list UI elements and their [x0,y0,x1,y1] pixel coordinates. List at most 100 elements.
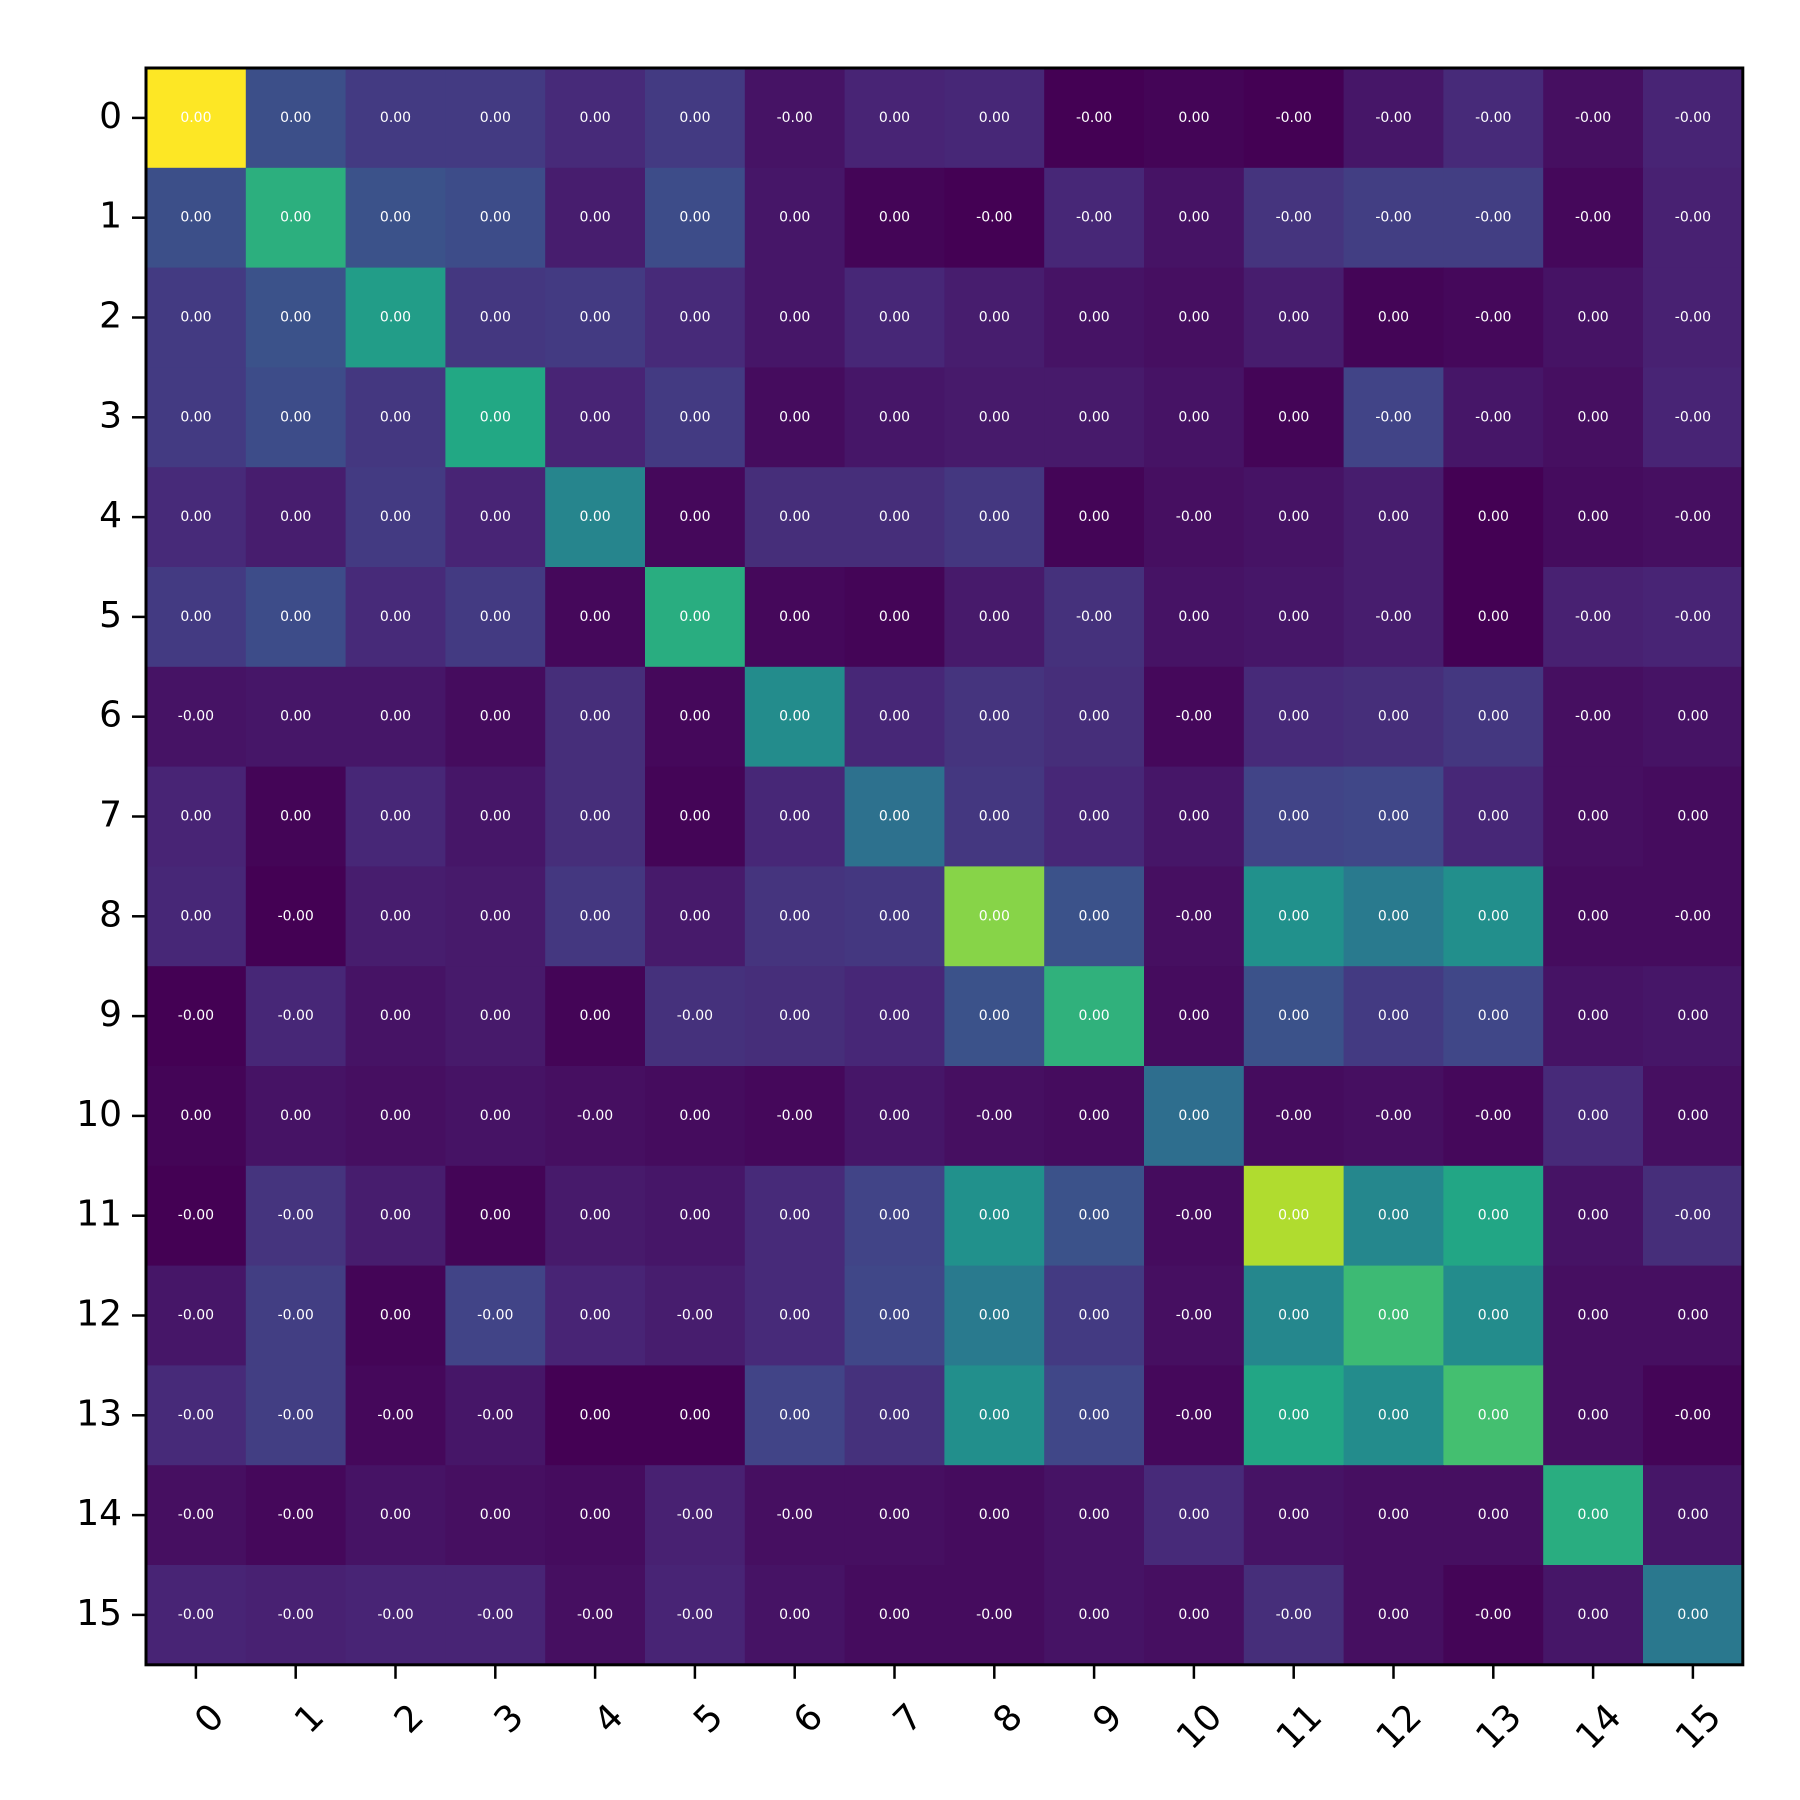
cell-value-label: 0.00 [580,609,611,625]
cell-value-label: 0.00 [779,409,810,425]
heatmap-cell-13-2 [345,1365,446,1466]
cell-value-label: -0.00 [1276,1108,1312,1124]
cell-value-label: 0.00 [1478,1407,1509,1423]
cell-value-label: 0.00 [180,310,211,326]
heatmap-cell-6-12 [1343,666,1444,768]
x-tick-label: 1 [287,1696,332,1741]
heatmap-cell-11-4 [545,1165,646,1267]
heatmap-cell-12-5 [645,1265,746,1366]
cell-value-label: 0.00 [580,908,611,924]
heatmap-cell-10-1 [245,1066,347,1167]
heatmap-cell-4-4 [545,467,646,568]
heatmap-cell-14-10 [1144,1465,1245,1566]
heatmap-cell-1-0 [146,167,247,269]
heatmap-cell-4-3 [445,467,546,568]
cell-value-label: 0.00 [380,210,411,226]
cell-value-label: 0.00 [1278,1407,1309,1423]
heatmap-cell-10-7 [844,1066,945,1167]
cell-value-label: -0.00 [1375,609,1411,625]
heatmap-cell-0-5 [645,68,746,169]
cell-value-label: -0.00 [677,1308,713,1324]
cell-value-label: 0.00 [1478,509,1509,525]
heatmap-cell-2-6 [744,267,846,368]
x-tick-label: 5 [686,1696,731,1741]
heatmap-cell-11-8 [944,1165,1045,1267]
cell-value-label: -0.00 [1176,509,1212,525]
cell-value-label: 0.00 [480,210,511,226]
heatmap-cell-15-11 [1243,1565,1345,1666]
cell-value-label: 0.00 [1378,1208,1409,1224]
cell-value-label: 0.00 [180,1108,211,1124]
heatmap-cell-1-6 [744,167,846,269]
heatmap-cell-11-9 [1044,1165,1145,1267]
heatmap-cell-10-8 [944,1066,1045,1167]
heatmap-cell-4-8 [944,467,1045,568]
heatmap-cell-2-10 [1144,267,1245,368]
y-tick-label: 11 [76,1194,122,1235]
y-tick-label: 1 [99,196,122,237]
cell-value-label: -0.00 [477,1308,513,1324]
cell-value-label: 0.00 [1278,1507,1309,1523]
heatmap-cell-15-9 [1044,1565,1145,1666]
cell-value-label: 0.00 [380,809,411,825]
cell-value-label: 0.00 [1079,908,1110,924]
heatmap-cell-3-9 [1044,367,1145,468]
cell-value-label: 0.00 [879,809,910,825]
heatmap-cell-7-10 [1144,766,1245,867]
cell-value-label: 0.00 [879,609,910,625]
cell-value-label: -0.00 [677,1607,713,1623]
heatmap-cell-4-12 [1343,467,1444,568]
x-tick-label: 3 [487,1696,532,1741]
cell-value-label: 0.00 [1278,310,1309,326]
heatmap-cell-13-5 [645,1365,746,1466]
cell-value-label: 0.00 [580,809,611,825]
cell-value-label: 0.00 [1578,1008,1609,1024]
cell-value-label: 0.00 [580,709,611,725]
cell-value-label: 0.00 [1478,1208,1509,1224]
heatmap-cell-3-0 [146,367,247,468]
heatmap-cell-4-2 [345,467,446,568]
cell-value-label: 0.00 [1178,1008,1209,1024]
heatmap-cell-7-1 [245,766,347,867]
heatmap-cell-8-2 [345,866,446,967]
cell-value-label: 0.00 [779,210,810,226]
cell-value-label: 0.00 [1378,310,1409,326]
heatmap-cell-1-13 [1443,167,1544,269]
cell-value-label: 0.00 [1578,310,1609,326]
heatmap-cell-9-8 [944,966,1045,1067]
heatmap-cell-15-12 [1343,1565,1444,1666]
heatmap-cell-8-6 [744,866,846,967]
heatmap-cell-0-2 [345,68,446,169]
cell-value-label: -0.00 [178,1308,214,1324]
heatmap-cell-6-0 [146,666,247,768]
heatmap-cell-6-11 [1243,666,1345,768]
cell-value-label: -0.00 [278,1607,314,1623]
heatmap-cell-3-3 [445,367,546,468]
heatmap-cell-1-1 [245,167,347,269]
cell-value-label: 0.00 [979,409,1010,425]
heatmap-cell-3-1 [245,367,347,468]
cell-value-label: -0.00 [677,1008,713,1024]
heatmap-cell-9-10 [1144,966,1245,1067]
cell-value-label: 0.00 [779,1208,810,1224]
heatmap-cell-1-9 [1044,167,1145,269]
heatmap-cell-15-1 [245,1565,347,1666]
cell-value-label: 0.00 [1478,609,1509,625]
heatmap-cell-8-0 [146,866,247,967]
heatmap-cell-6-9 [1044,666,1145,768]
cell-value-label: 0.00 [1677,1607,1708,1623]
cell-value-label: 0.00 [480,1507,511,1523]
heatmap-cell-2-12 [1343,267,1444,368]
cell-value-label: 0.00 [1178,1108,1209,1124]
heatmap-cell-10-2 [345,1066,446,1167]
heatmap-cell-15-15 [1643,1565,1744,1666]
heatmap-cell-4-7 [844,467,945,568]
cell-value-label: -0.00 [1276,1607,1312,1623]
cell-value-label: 0.00 [779,1407,810,1423]
cell-value-label: 0.00 [1378,809,1409,825]
cell-value-label: 0.00 [280,609,311,625]
cell-value-label: -0.00 [1675,908,1711,924]
cell-value-label: 0.00 [580,1208,611,1224]
cell-value-label: 0.00 [1578,1507,1609,1523]
